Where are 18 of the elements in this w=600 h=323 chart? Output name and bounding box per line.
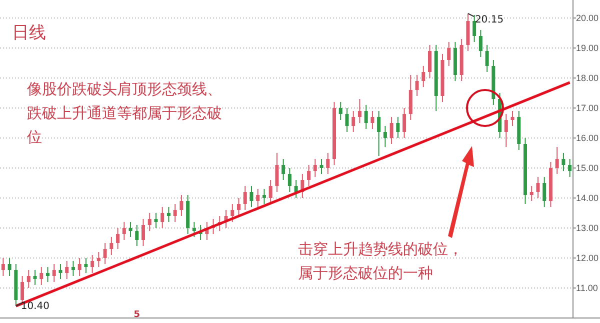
y-tick-label: 20.00 — [576, 13, 599, 23]
annotation: 像股价跌破头肩顶形态颈线、跌破上升通道等都属于形态破位 — [27, 80, 222, 146]
y-tick-label: 14.00 — [576, 193, 599, 203]
extreme-label: 20.15 — [467, 13, 504, 26]
y-tick-label: 18.00 — [576, 73, 599, 83]
y-tick-label: 15.00 — [576, 163, 599, 173]
x-tick-label: 5 — [134, 310, 140, 320]
y-tick-label: 19.00 — [576, 43, 599, 53]
y-tick-label: 17.00 — [576, 103, 599, 113]
text: 日线 — [12, 23, 46, 43]
extreme-label: 10.40 — [15, 301, 50, 312]
y-tick-label: 16.00 — [576, 133, 599, 143]
y-tick-label: 13.00 — [576, 223, 599, 233]
annotation: 20.15 — [474, 14, 504, 26]
annotation: 10.40 — [20, 301, 50, 312]
y-tick-label: 12.00 — [576, 253, 599, 263]
y-tick-label: 11.00 — [576, 283, 598, 293]
annotation: 击穿上升趋势线的破位，属于形态破位的一种 — [298, 240, 463, 282]
